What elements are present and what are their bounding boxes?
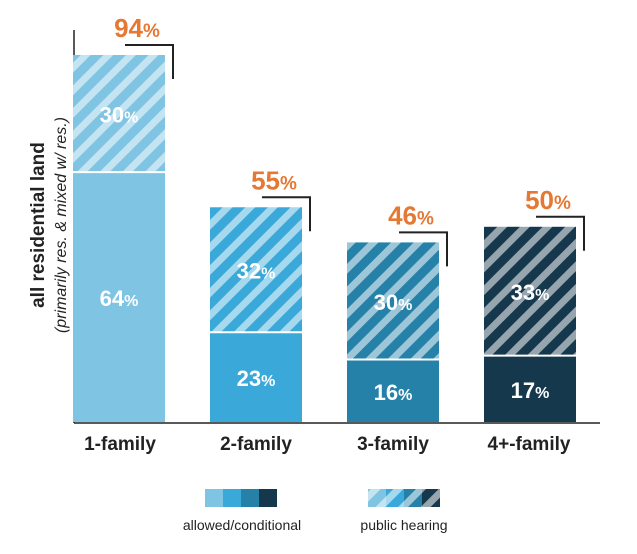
x-tick-labels: 1-family 2-family 3-family 4+-family [84,434,571,455]
total-label: 55% [251,165,297,195]
total-bracket [262,196,311,232]
bar-label-allowed: 16% [374,380,413,405]
legend-swatch-striped [422,489,440,507]
total-label: 50% [525,185,571,215]
bar-group-4+-family: 17% 33% 50% [484,185,585,422]
legend-swatch-solid [259,489,277,507]
x-tick-label: 2-family [220,434,292,455]
bar-label-hearing: 30% [100,103,139,128]
legend-swatch-hearing [368,489,440,507]
legend-label-hearing: public hearing [360,517,447,533]
x-tick-label: 3-family [357,434,429,455]
bar-group-3-family: 16% 30% 46% [347,200,448,422]
legend-swatch-solid [241,489,259,507]
total-bracket [125,44,174,79]
total-label: 46% [388,200,434,230]
x-tick-label: 4+-family [488,434,571,455]
bars-group: 64% 30% 94% 23% 32% 55% 16% 30% 46% 17% 33% 50% [73,13,585,422]
legend-swatch-striped [404,489,422,507]
total-bracket [536,215,585,251]
y-axis-label: all residential land [28,142,49,308]
bar-hearing-4+-family [484,226,576,356]
bar-label-allowed: 17% [511,378,550,403]
bar-hearing-2-family [210,207,302,333]
bar-group-1-family: 64% 30% 94% [73,13,174,422]
bar-hearing-1-family [73,55,165,173]
legend-swatch-allowed [205,489,277,507]
bar-group-2-family: 23% 32% 55% [210,165,311,422]
bar-allowed-1-family [73,172,165,422]
y-axis-title: all residential land (primarily res. & m… [28,117,70,333]
y-axis-sublabel: (primarily res. & mixed w/ res.) [53,117,70,333]
bar-label-allowed: 64% [100,286,139,311]
legend-swatch-striped [368,489,386,507]
bar-label-hearing: 33% [511,280,550,305]
bar-label-allowed: 23% [237,366,276,391]
bar-label-hearing: 32% [237,259,276,284]
total-label: 94% [114,13,160,43]
legend-swatch-solid [205,489,223,507]
bar-label-hearing: 30% [374,290,413,315]
x-tick-label: 1-family [84,434,156,455]
legend-swatch-solid [223,489,241,507]
legend-swatch-striped [386,489,404,507]
bar-hearing-3-family [347,242,439,360]
bar-allowed-2-family [210,332,302,422]
legend: allowed/conditional public hearing [183,489,448,533]
legend-label-allowed: allowed/conditional [183,517,301,533]
total-bracket [399,231,448,267]
bar-allowed-4+-family [484,355,576,422]
bar-allowed-3-family [347,359,439,422]
